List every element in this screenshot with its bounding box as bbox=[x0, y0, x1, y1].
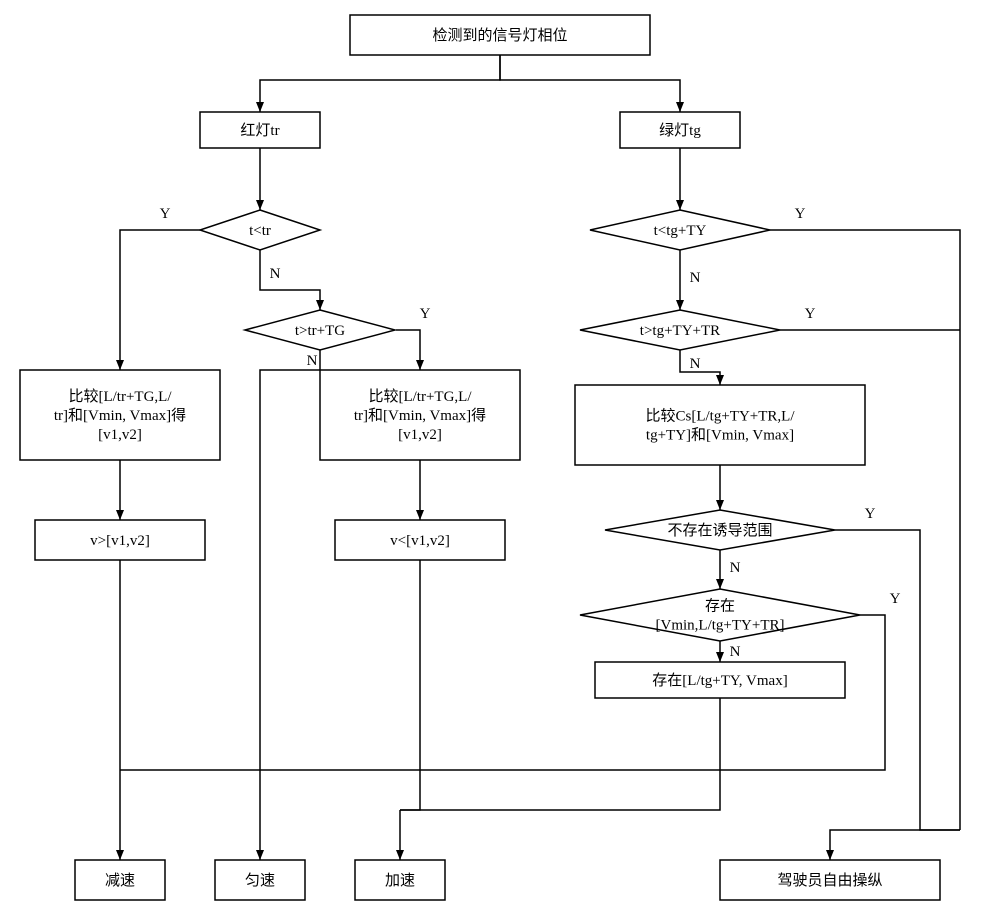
node-box_l1: 比较[L/tr+TG,L/tr]和[Vmin, Vmax]得 [v1,v2] bbox=[20, 370, 220, 460]
node-label: 驾驶员自由操纵 bbox=[777, 872, 882, 889]
node-label: v<[v1,v2] bbox=[390, 533, 450, 549]
node-label: [v1,v2] bbox=[98, 427, 142, 443]
node-box_m2: v<[v1,v2] bbox=[335, 520, 505, 560]
node-label: t<tr bbox=[249, 223, 271, 239]
node-green: 绿灯tg bbox=[620, 112, 740, 148]
node-label: 绿灯tg bbox=[659, 122, 701, 139]
node-label: t>tg+TY+TR bbox=[640, 323, 720, 339]
edge-label: N bbox=[690, 356, 701, 372]
node-label: 比较[L/tr+TG,L/ bbox=[368, 387, 472, 405]
node-red: 红灯tr bbox=[200, 112, 320, 148]
node-label: 比较Cs[L/tg+TY+TR,L/ bbox=[646, 406, 796, 424]
node-out_acc: 加速 bbox=[355, 860, 445, 900]
edge-label: Y bbox=[865, 506, 876, 522]
edge-label: N bbox=[730, 644, 741, 660]
node-label: [Vmin,L/tg+TY+TR] bbox=[656, 617, 785, 633]
node-label: 检测到的信号灯相位 bbox=[432, 27, 567, 44]
edge-label: N bbox=[730, 560, 741, 576]
node-label: tr]和[Vmin, Vmax]得 bbox=[54, 407, 186, 424]
node-label: 红灯tr bbox=[240, 122, 279, 139]
edge-label: N bbox=[307, 353, 318, 369]
node-label: [v1,v2] bbox=[398, 427, 442, 443]
node-label: tg+TY]和[Vmin, Vmax] bbox=[646, 426, 794, 443]
edge-label: Y bbox=[160, 206, 171, 222]
edge-label: Y bbox=[890, 591, 901, 607]
node-label: 匀速 bbox=[245, 872, 275, 889]
node-label: t>tr+TG bbox=[295, 323, 345, 339]
node-out_dec: 减速 bbox=[75, 860, 165, 900]
node-box_r1: 比较Cs[L/tg+TY+TR,L/tg+TY]和[Vmin, Vmax] bbox=[575, 385, 865, 465]
node-label: 加速 bbox=[385, 872, 415, 889]
flowchart-canvas: Y N Y N N N N Y N Y Y Y 检测到的信号灯相位红灯tr 绿灯tg t<tr t>tr+TG… bbox=[0, 0, 1000, 920]
node-box_m1: 比较[L/tr+TG,L/tr]和[Vmin, Vmax]得 [v1,v2] bbox=[320, 370, 520, 460]
node-label: 比较[L/tr+TG,L/ bbox=[68, 387, 172, 405]
node-label: 不存在诱导范围 bbox=[667, 522, 772, 539]
node-label: tr]和[Vmin, Vmax]得 bbox=[354, 407, 486, 424]
node-label: 存在[L/tg+TY, Vmax] bbox=[652, 672, 787, 689]
node-label: 存在 bbox=[705, 597, 735, 614]
node-label: t<tg+TY bbox=[654, 223, 707, 239]
edge-label: Y bbox=[805, 306, 816, 322]
node-out_free: 驾驶员自由操纵 bbox=[720, 860, 940, 900]
node-root: 检测到的信号灯相位 bbox=[350, 15, 650, 55]
edge-label: Y bbox=[420, 306, 431, 322]
node-label: 减速 bbox=[105, 872, 135, 889]
edge-label: N bbox=[690, 270, 701, 286]
edge-label: N bbox=[270, 266, 281, 282]
edge-label: Y bbox=[795, 206, 806, 222]
node-box_r2: 存在[L/tg+TY, Vmax] bbox=[595, 662, 845, 698]
node-label: v>[v1,v2] bbox=[90, 533, 150, 549]
node-box_l2: v>[v1,v2] bbox=[35, 520, 205, 560]
node-out_const: 匀速 bbox=[215, 860, 305, 900]
